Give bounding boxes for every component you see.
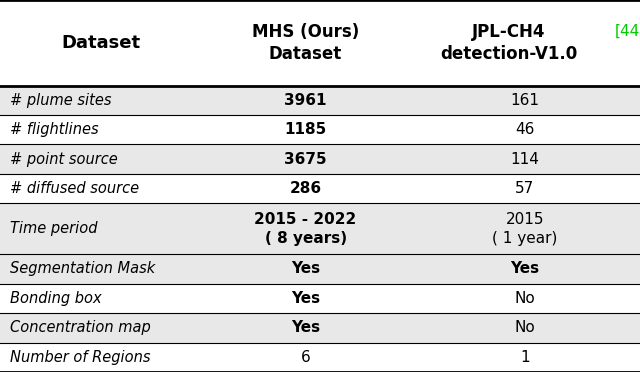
- Text: [44]: [44]: [614, 24, 640, 39]
- Text: Dataset: Dataset: [61, 34, 140, 52]
- Bar: [0, 203, 640, 254]
- Text: Time period: Time period: [10, 221, 97, 236]
- Text: 114: 114: [510, 152, 540, 167]
- Text: MHS (Ours)
Dataset: MHS (Ours) Dataset: [252, 23, 359, 63]
- Text: # point source: # point source: [10, 152, 117, 167]
- Text: Concentration map: Concentration map: [10, 320, 150, 335]
- Text: Segmentation Mask: Segmentation Mask: [10, 262, 155, 276]
- Text: # flightlines: # flightlines: [10, 122, 98, 137]
- Text: # plume sites: # plume sites: [10, 93, 111, 108]
- Text: 1: 1: [520, 350, 530, 365]
- Bar: [0, 0, 640, 86]
- Text: Number of Regions: Number of Regions: [10, 350, 150, 365]
- Bar: [0, 144, 640, 174]
- Text: Yes: Yes: [510, 262, 540, 276]
- Text: Yes: Yes: [291, 291, 320, 306]
- Text: Yes: Yes: [291, 262, 320, 276]
- Text: Yes: Yes: [291, 320, 320, 335]
- Text: Bonding box: Bonding box: [10, 291, 101, 306]
- Bar: [0, 313, 640, 343]
- Text: 57: 57: [515, 181, 534, 196]
- Text: JPL-CH4
detection-V1.0: JPL-CH4 detection-V1.0: [440, 23, 577, 63]
- Text: # diffused source: # diffused source: [10, 181, 139, 196]
- Text: 3675: 3675: [284, 152, 327, 167]
- Text: 1185: 1185: [284, 122, 327, 137]
- Text: 286: 286: [289, 181, 322, 196]
- Bar: [0, 254, 640, 283]
- Text: 2015 - 2022
( 8 years): 2015 - 2022 ( 8 years): [255, 212, 356, 246]
- Text: 6: 6: [301, 350, 310, 365]
- Text: 2015
( 1 year): 2015 ( 1 year): [492, 212, 557, 246]
- Bar: [0, 86, 640, 115]
- Text: 161: 161: [510, 93, 540, 108]
- Text: No: No: [515, 291, 535, 306]
- Text: 3961: 3961: [284, 93, 327, 108]
- Text: No: No: [515, 320, 535, 335]
- Text: 46: 46: [515, 122, 534, 137]
